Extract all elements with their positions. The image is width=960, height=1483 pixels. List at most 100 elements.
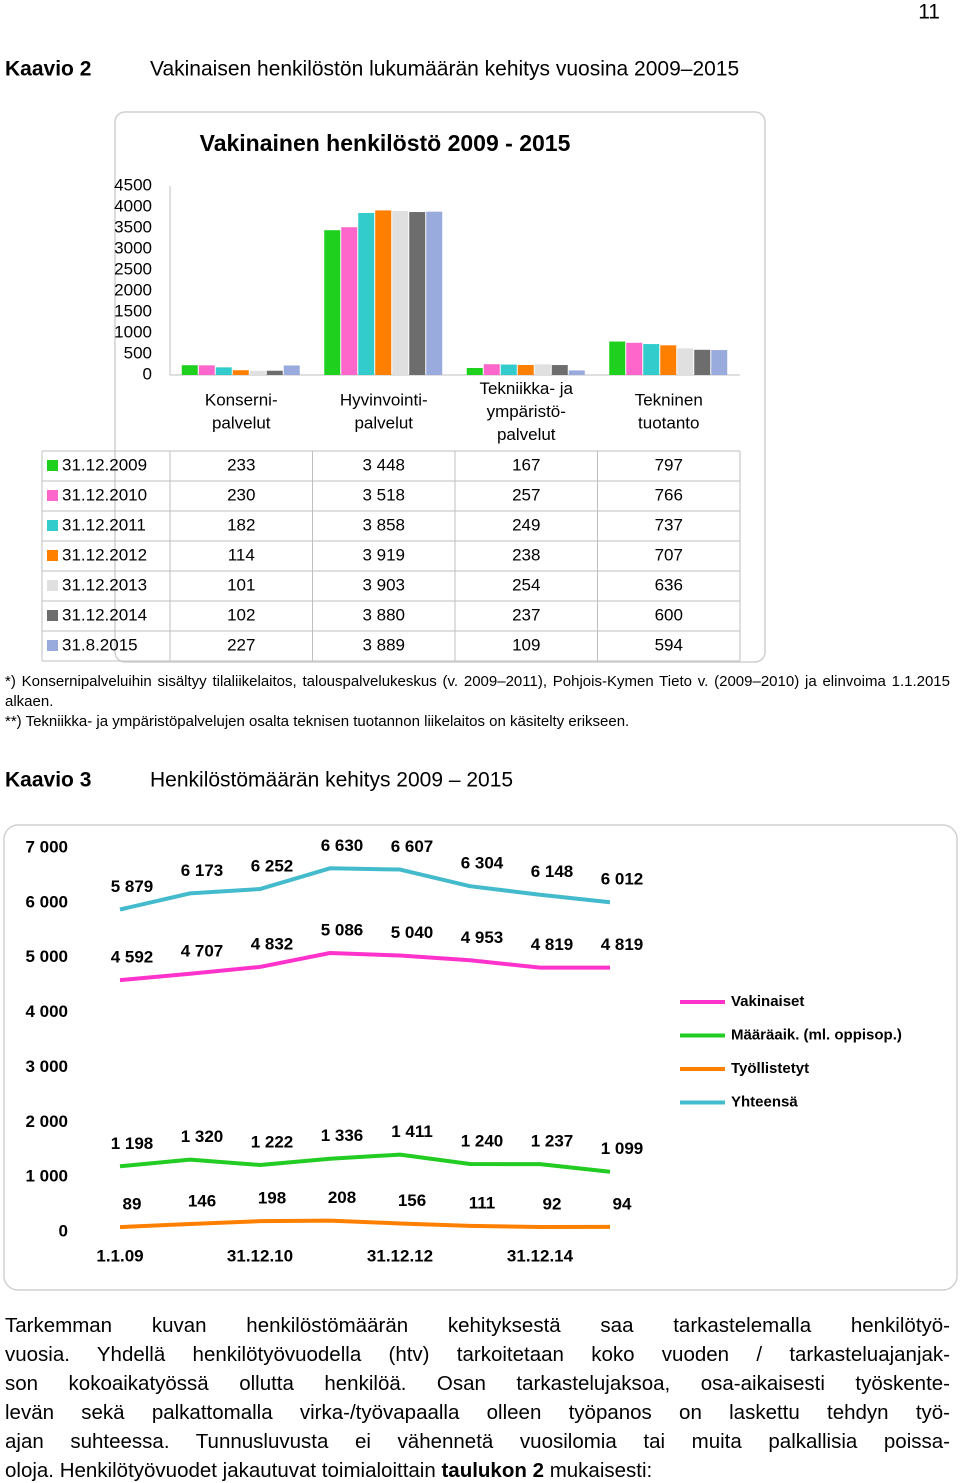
x-tick-label: Tekniikka- ja ympäristö-palvelut [479, 379, 573, 444]
notes: *) Konsernipalveluihin sisältyy tilaliik… [5, 672, 950, 732]
chart-frame [3, 824, 958, 1291]
table-value: 237 [512, 605, 540, 624]
table-value: 101 [227, 575, 255, 594]
series-line [119, 950, 610, 983]
bar [677, 348, 694, 375]
y-tick-label: 4 000 [25, 1002, 68, 1021]
legend-key [47, 550, 58, 561]
table-value: 737 [655, 515, 683, 534]
table-value: 636 [655, 575, 683, 594]
bar [643, 344, 660, 375]
data-label: 1 237 [531, 1132, 574, 1151]
table-value: 109 [512, 635, 540, 654]
data-label: 198 [258, 1189, 286, 1208]
table-value: 797 [655, 455, 683, 474]
bold-text: taulukon 2 [441, 1459, 544, 1482]
legend-key [47, 610, 58, 621]
bar [711, 350, 728, 375]
y-tick-label: 7 000 [25, 837, 68, 856]
x-tick-label: 31.12.14 [507, 1246, 574, 1265]
figure-caption: Vakinaisen henkilöstön lukumäärän kehity… [150, 58, 739, 81]
y-tick-label: 1000 [114, 322, 152, 341]
bar [694, 349, 711, 375]
table-value: 238 [512, 545, 540, 564]
paragraph-line: ajan suhteessa. Tunnusluvusta ei vähenne… [5, 1430, 950, 1453]
data-label: 5 040 [391, 923, 434, 942]
paragraph-line: son kokoaikatyössä ollutta henkilöä. Osa… [5, 1372, 950, 1395]
data-label: 156 [398, 1191, 426, 1210]
y-tick-label: 2000 [114, 280, 152, 299]
y-tick-label: 2 000 [25, 1112, 68, 1131]
x-tick-label: Konserni-palvelut [205, 391, 278, 433]
table-value: 3 448 [362, 455, 405, 474]
text: mukaisesti: [549, 1459, 653, 1482]
y-tick-label: 0 [59, 1221, 68, 1240]
y-tick-label: 4500 [114, 175, 152, 194]
bar [324, 230, 341, 375]
series-line [119, 1152, 611, 1174]
y-tick-label: 1500 [114, 301, 152, 320]
data-label: 89 [123, 1195, 142, 1214]
table-value: 3 880 [362, 605, 405, 624]
table-value: 257 [512, 485, 540, 504]
table-value: 3 919 [362, 545, 405, 564]
y-tick-label: 500 [124, 343, 152, 362]
data-label: 4 592 [111, 948, 154, 967]
y-tick-label: 6 000 [25, 892, 68, 911]
data-label: 1 198 [111, 1134, 154, 1153]
legend-label: Määräaik. (ml. oppisop.) [731, 1026, 902, 1043]
table-value: 249 [512, 515, 540, 534]
table-value: 227 [227, 635, 255, 654]
page-number: 11 [918, 1, 940, 24]
table-value: 594 [655, 635, 683, 654]
legend-label: 31.12.2009 [62, 455, 147, 474]
bar [409, 212, 426, 375]
paragraph-line: Tarkemman kuvan henkilöstömäärän kehityk… [5, 1314, 950, 1337]
bar [568, 370, 585, 375]
table-value: 3 903 [362, 575, 405, 594]
bar [375, 210, 392, 375]
data-label: 6 148 [531, 862, 574, 881]
bar [660, 345, 677, 375]
legend-key [47, 490, 58, 501]
note: **) Tekniikka- ja ympäristöpalvelujen os… [5, 713, 630, 730]
bar [534, 364, 551, 375]
data-label: 1 336 [321, 1126, 364, 1145]
bar [500, 364, 517, 375]
x-tick-label: Tekninen tuotanto [635, 391, 703, 433]
data-label: 146 [188, 1191, 216, 1210]
bar [517, 365, 534, 375]
figure-label: Kaavio 2 [5, 58, 91, 81]
chart-title: Vakinainen henkilöstö 2009 - 2015 [200, 130, 571, 156]
y-tick-label: 3500 [114, 217, 152, 236]
data-label: 6 252 [251, 857, 294, 876]
chart-frame [114, 111, 766, 663]
y-tick-label: 3000 [114, 238, 152, 257]
series-line [119, 1218, 611, 1230]
legend-label: 31.12.2013 [62, 575, 147, 594]
bar [358, 212, 375, 375]
data-label: 6 012 [601, 870, 644, 889]
y-tick-label: 2500 [114, 259, 152, 278]
paragraph-line: levän sekä palkattomalla virka-/työvapaa… [5, 1401, 950, 1424]
table-value: 707 [655, 545, 683, 564]
paragraph-line: vuosia. Yhdellä henkilötyövuodella (htv)… [5, 1343, 950, 1366]
table-value: 3 518 [362, 485, 405, 504]
data-label: 111 [469, 1193, 496, 1212]
table-value: 600 [655, 605, 683, 624]
bar [283, 365, 300, 375]
data-label: 208 [328, 1188, 356, 1207]
bar [266, 370, 283, 375]
bar [249, 370, 266, 375]
data-label: 4 953 [461, 928, 504, 947]
bar [483, 364, 500, 375]
bar [181, 365, 198, 375]
paragraph-line: oloja. Henkilötyövuodet jakautuvat toimi… [5, 1456, 950, 1483]
y-tick-label: 1 000 [25, 1167, 68, 1186]
paragraph: Tarkemman kuvan henkilöstömäärän kehityk… [5, 1311, 950, 1483]
data-label: 6 304 [461, 854, 504, 873]
table-value: 254 [512, 575, 540, 594]
legend-key [47, 460, 58, 471]
